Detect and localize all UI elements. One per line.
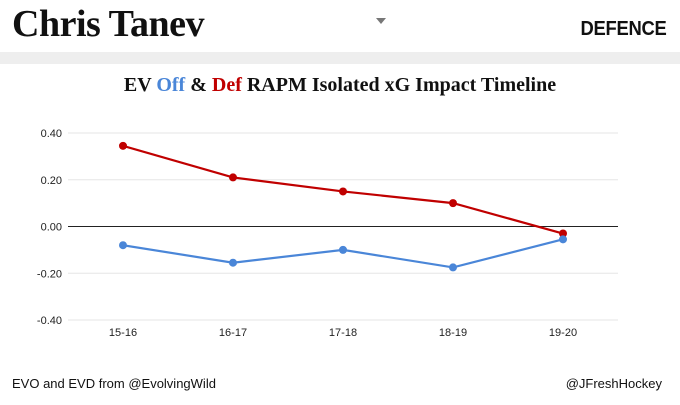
y-tick-label: 0.40 — [41, 128, 62, 140]
def-data-point — [449, 199, 457, 208]
title-suffix: RAPM Isolated xG Impact Timeline — [246, 74, 557, 96]
x-tick-label: 16-17 — [219, 327, 247, 339]
def-data-point — [339, 187, 347, 196]
title-amp: & — [190, 74, 207, 96]
y-tick-label: -0.20 — [37, 268, 62, 280]
off-data-point — [339, 245, 347, 254]
y-tick-label: 0.20 — [41, 175, 62, 187]
def-data-point — [229, 173, 237, 182]
def-data-point — [119, 141, 127, 150]
x-tick-label: 15-16 — [109, 327, 137, 339]
title-def-word: Def — [211, 74, 242, 96]
source-credit: EVO and EVD from @EvolvingWild — [12, 376, 216, 391]
off-data-point — [559, 235, 567, 244]
player-name: Chris Tanev — [12, 3, 204, 45]
header: Chris Tanev DEFENCE — [0, 0, 680, 52]
y-tick-label: 0.00 — [41, 222, 62, 234]
y-tick-label: -0.40 — [37, 315, 62, 327]
x-tick-label: 18-19 — [439, 327, 467, 339]
off-data-point — [119, 241, 127, 250]
x-tick-label: 17-18 — [329, 327, 357, 339]
chart-title: EV Off & Def RAPM Isolated xG Impact Tim… — [0, 74, 680, 97]
line-chart: 0.40 0.20 0.00 -0.20 -0.40 15-16 16-17 17-18 18-… — [37, 128, 618, 339]
position-label: DEFENCE — [580, 18, 666, 40]
off-data-point — [449, 263, 457, 272]
header-divider — [0, 52, 680, 64]
title-prefix: EV — [123, 74, 152, 96]
player-dropdown-icon[interactable] — [376, 18, 386, 24]
def-data-point — [559, 229, 567, 238]
off-data-point — [229, 258, 237, 267]
x-tick-label: 19-20 — [549, 327, 577, 339]
title-off-word: Off — [156, 74, 186, 96]
author-credit: @JFreshHockey — [565, 376, 662, 391]
